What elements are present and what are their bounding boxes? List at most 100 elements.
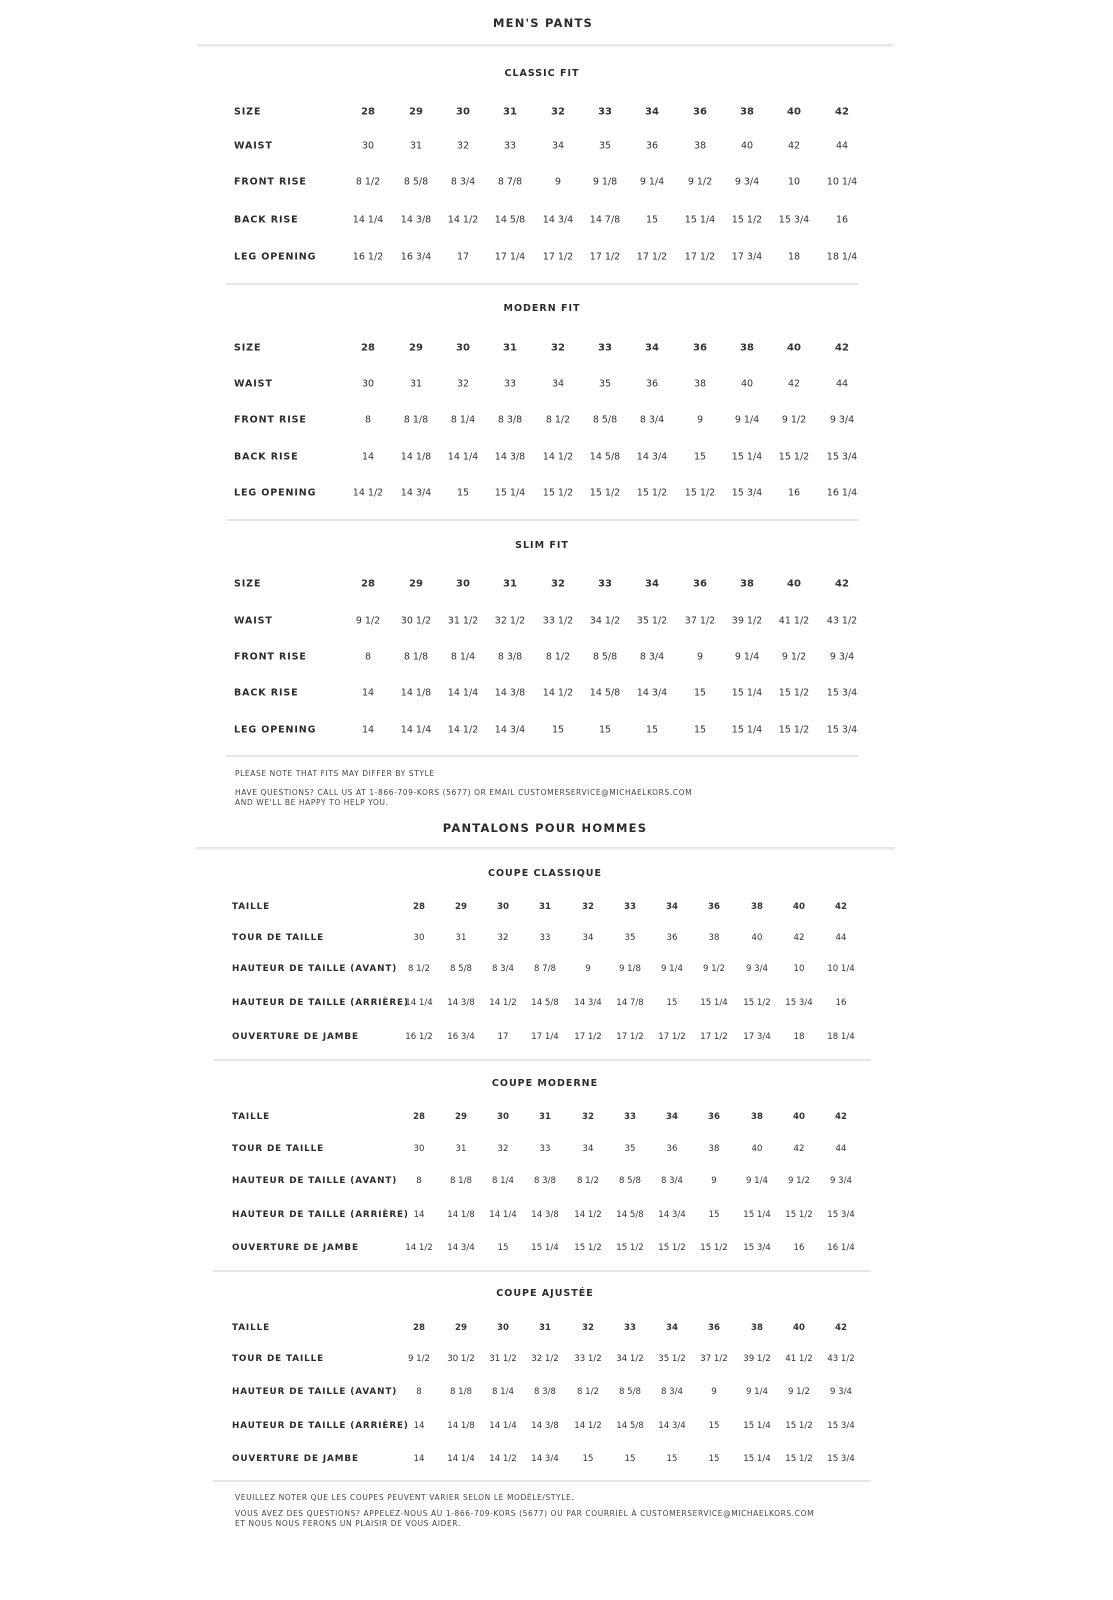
- table-cell: 35: [624, 1144, 636, 1154]
- table-cell: 31: [455, 933, 467, 943]
- table-cell: 15: [456, 487, 470, 499]
- table-cell: 33: [503, 140, 517, 152]
- table-cell: 17 1/2: [636, 251, 668, 263]
- table-cell: 40: [787, 106, 801, 118]
- table-cell: 9 3/4: [734, 176, 760, 188]
- table-cell: 15 1/2: [542, 487, 574, 499]
- table-cell: 9: [696, 414, 704, 426]
- table-cell: 8 3/8: [497, 414, 523, 426]
- table-cell: 18: [787, 251, 801, 263]
- table-cell: 33: [598, 578, 612, 590]
- table-cell: 39 1/2: [743, 1354, 771, 1364]
- contact-line-2: AND WE'LL BE HAPPY TO HELP YOU.: [235, 798, 389, 807]
- table-cell: 8 1/4: [450, 651, 476, 663]
- table-cell: 40: [740, 378, 754, 390]
- table-cell: 38: [693, 378, 707, 390]
- row-label: LEG OPENING: [234, 487, 317, 499]
- table-cell: 31: [503, 342, 517, 354]
- table-cell: 30: [361, 378, 375, 390]
- table-cell: 14 3/8: [494, 687, 526, 699]
- table-cell: 38: [693, 140, 707, 152]
- table-cell: 15 1/4: [743, 1454, 771, 1464]
- table-divider: [213, 1059, 871, 1061]
- table-cell: 14 3/4: [400, 487, 432, 499]
- table-cell: 17 1/2: [700, 1032, 728, 1042]
- table-cell: 9 1/8: [592, 176, 618, 188]
- table-cell: 14 3/4: [574, 998, 602, 1008]
- table-cell: 40: [793, 1323, 805, 1333]
- table-cell: 14 1/4: [489, 1421, 517, 1431]
- table-cell: 15 3/4: [827, 1421, 855, 1431]
- table-cell: 8 5/8: [592, 414, 618, 426]
- row-label: TAILLE: [232, 902, 271, 912]
- table-cell: 36: [708, 902, 720, 912]
- table-cell: 9 3/4: [829, 414, 855, 426]
- table-cell: 14: [413, 1421, 425, 1431]
- table-cell: 14 3/8: [494, 451, 526, 463]
- table-cell: 44: [835, 378, 849, 390]
- table-cell: 15 1/4: [494, 487, 526, 499]
- table-heading: COUPE CLASSIQUE: [488, 868, 602, 879]
- table-cell: 38: [751, 1323, 763, 1333]
- table-cell: 15: [666, 1454, 678, 1464]
- table-cell: 8 1/8: [449, 1387, 473, 1397]
- table-cell: 30 1/2: [400, 615, 432, 627]
- table-cell: 8 5/8: [592, 651, 618, 663]
- table-cell: 31: [503, 578, 517, 590]
- row-label: FRONT RISE: [234, 651, 307, 663]
- table-cell: 8 3/4: [491, 964, 515, 974]
- table-cell: 8 1/2: [545, 414, 571, 426]
- table-cell: 15: [693, 724, 707, 736]
- row-label: TOUR DE TAILLE: [232, 933, 325, 943]
- table-cell: 15: [693, 687, 707, 699]
- table-cell: 8 3/4: [639, 414, 665, 426]
- table-cell: 38: [740, 106, 754, 118]
- table-cell: 33: [624, 1323, 636, 1333]
- table-cell: 15: [666, 998, 678, 1008]
- table-cell: 14 1/4: [405, 998, 433, 1008]
- table-cell: 36: [708, 1323, 720, 1333]
- table-cell: 16: [793, 1243, 805, 1253]
- table-heading: CLASSIC FIT: [504, 68, 580, 79]
- table-cell: 33: [598, 342, 612, 354]
- table-cell: 28: [413, 902, 425, 912]
- table-cell: 44: [835, 1144, 847, 1154]
- table-cell: 15: [497, 1243, 509, 1253]
- table-cell: 15 1/2: [743, 998, 771, 1008]
- table-cell: 42: [793, 933, 805, 943]
- table-cell: 14 5/8: [589, 451, 621, 463]
- table-cell: 15 1/4: [731, 451, 763, 463]
- table-cell: 29: [455, 902, 467, 912]
- table-cell: 14 1/8: [400, 451, 432, 463]
- table-cell: 35: [624, 933, 636, 943]
- table-cell: 8 3/4: [639, 651, 665, 663]
- table-cell: 15 1/2: [778, 724, 810, 736]
- table-cell: 34: [551, 140, 565, 152]
- table-cell: 18 1/4: [827, 1032, 855, 1042]
- french-title: PANTALONS POUR HOMMES: [442, 821, 648, 835]
- table-cell: 8 5/8: [403, 176, 429, 188]
- table-cell: 8 1/2: [545, 651, 571, 663]
- table-cell: 16 1/4: [827, 1243, 855, 1253]
- table-cell: 15: [598, 724, 612, 736]
- table-cell: 15: [551, 724, 565, 736]
- table-cell: 41 1/2: [785, 1354, 813, 1364]
- table-cell: 31: [539, 902, 551, 912]
- table-cell: 15 1/4: [743, 1421, 771, 1431]
- table-cell: 32: [551, 106, 565, 118]
- table-cell: 8 5/8: [449, 964, 473, 974]
- row-label: WAIST: [234, 140, 273, 152]
- table-cell: 8 3/8: [533, 1176, 557, 1186]
- table-cell: 9 1/4: [745, 1387, 769, 1397]
- table-cell: 18 1/4: [826, 251, 858, 263]
- table-cell: 17 1/2: [589, 251, 621, 263]
- table-cell: 14: [413, 1454, 425, 1464]
- table-cell: 17 3/4: [731, 251, 763, 263]
- table-cell: 14 1/2: [574, 1210, 602, 1220]
- table-cell: 14 1/4: [447, 687, 479, 699]
- table-cell: 29: [409, 342, 423, 354]
- table-cell: 14 1/2: [574, 1421, 602, 1431]
- table-cell: 30: [456, 578, 470, 590]
- table-cell: 8 1/2: [576, 1176, 600, 1186]
- table-cell: 35: [598, 378, 612, 390]
